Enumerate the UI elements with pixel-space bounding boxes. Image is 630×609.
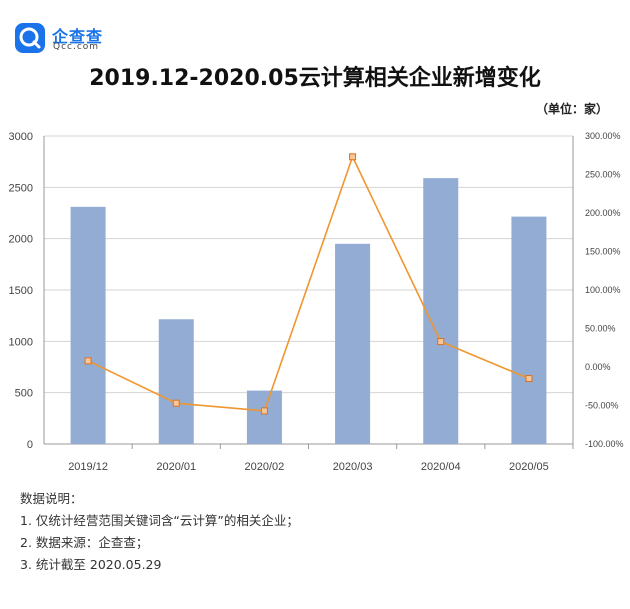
growth-line [87, 154, 530, 412]
growth-point [525, 375, 533, 383]
x-tick-label: 2020/01 [156, 461, 196, 473]
y-left-tick-label: 2000 [9, 234, 33, 246]
y-left-tick-label: 2500 [9, 182, 33, 194]
bar [511, 216, 547, 444]
y-right-tick-label: 0.00% [585, 362, 611, 372]
y-right-tick-label: 50.00% [585, 324, 616, 334]
y-right-tick-label: 100.00% [585, 285, 621, 295]
y-right-tick-label: 250.00% [585, 170, 621, 180]
x-tick-label: 2019/12 [68, 461, 108, 473]
growth-point [437, 338, 445, 346]
bar [158, 319, 194, 444]
chart-title: 2019.12-2020.05云计算相关企业新增变化 [89, 66, 541, 91]
y-right-tick-label: 300.00% [585, 131, 621, 141]
growth-point [349, 153, 357, 161]
note-item-2: 2. 数据来源：企查查； [20, 535, 149, 550]
unit-label: （单位：家） [535, 102, 608, 116]
notes-heading: 数据说明： [20, 491, 83, 506]
qcc-logo-icon [15, 23, 45, 53]
y-left-tick-label: 0 [27, 439, 33, 451]
note-item-1: 1. 仅统计经营范围关键词含“云计算”的相关企业； [20, 513, 299, 528]
x-tick-label: 2020/02 [245, 461, 285, 473]
x-tick-label: 2020/03 [333, 461, 373, 473]
bar [70, 206, 106, 444]
y-left-tick-label: 1500 [9, 285, 33, 297]
y-right-tick-label: -100.00% [585, 439, 624, 449]
growth-point [260, 407, 268, 415]
qcc-logo: 企查查 Qcc.com [14, 22, 134, 56]
y-right-tick-label: 150.00% [585, 247, 621, 257]
data-notes: 数据说明： 1. 仅统计经营范围关键词含“云计算”的相关企业； 2. 数据来源：… [20, 488, 299, 576]
bar [335, 243, 371, 444]
x-tick-label: 2020/04 [421, 461, 461, 473]
logo-text: 企查查 [52, 27, 104, 46]
bar [423, 178, 459, 445]
y-right-tick-label: -50.00% [585, 401, 619, 411]
y-left-tick-label: 1000 [9, 336, 33, 348]
growth-point [84, 357, 92, 365]
growth-point [172, 399, 180, 407]
y-left-tick-label: 500 [15, 388, 33, 400]
x-tick-label: 2020/05 [509, 461, 549, 473]
y-left-tick-label: 3000 [9, 131, 33, 143]
bar [246, 390, 282, 444]
y-right-tick-label: 200.00% [585, 208, 621, 218]
logo-domain: Qcc.com [53, 42, 100, 52]
note-item-3: 3. 统计截至 2020.05.29 [20, 557, 162, 572]
